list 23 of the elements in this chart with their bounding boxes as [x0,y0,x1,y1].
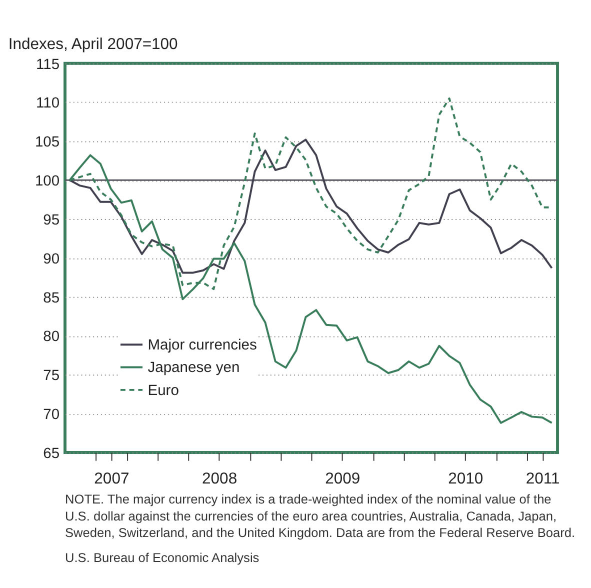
text: U.S. Bureau of Economic Analysis [65,550,260,565]
x-tick-label: 2010 [448,470,484,488]
x-tick-label: 2009 [325,470,360,488]
x-tick-label: 2011 [526,470,560,488]
y-tick-label: 65 [43,446,60,462]
y-axis-title: Indexes, April 2007=100 [8,36,178,54]
x-tick-label: 2007 [94,470,130,488]
y-tick-label: 100 [34,174,60,190]
y-tick-label: 110 [36,96,60,112]
legend-label: Japanese yen [148,360,240,376]
y-tick-label: 90 [43,251,60,268]
x-tick-label: 2008 [202,470,238,488]
y-tick-label: 105 [34,134,60,151]
y-tick-label: 75 [43,368,60,384]
y-tick-label: 115 [36,56,60,73]
y-tick-label: 95 [43,212,60,228]
text: NOTE. The major currency index is a trade-weighted index of the nominal value of the U.S. dollar against the currencies of the euro area countries, Australia, Canada, Japan, Sweden, Switzerland, and the United Kingdom. Data are from the Federal Reserve Board. [65,492,576,540]
legend-label: Euro [148,382,179,399]
y-tick-label: 85 [43,290,60,306]
y-tick-label: 70 [43,406,60,423]
line-series [68,138,553,274]
y-tick-label: 80 [43,329,60,346]
legend-label: Major currencies [148,338,257,354]
